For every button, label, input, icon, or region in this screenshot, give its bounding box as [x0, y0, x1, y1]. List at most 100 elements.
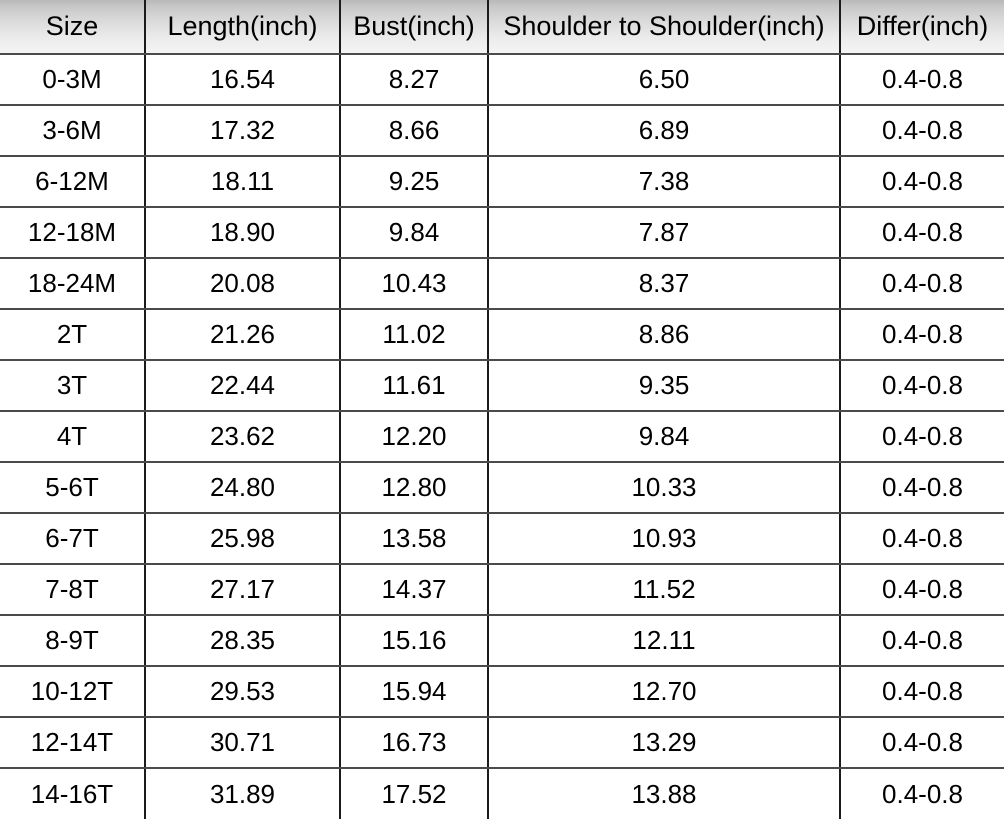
cell-length: 22.44 [145, 360, 341, 412]
cell-shoulder: 6.50 [488, 54, 841, 106]
cell-length: 18.11 [145, 156, 341, 208]
cell-length: 27.17 [145, 564, 341, 616]
table-header-row: Size Length(inch) Bust(inch) Shoulder to… [0, 0, 1004, 55]
cell-shoulder: 12.70 [488, 666, 841, 718]
cell-length: 21.26 [145, 309, 341, 361]
cell-length: 24.80 [145, 462, 341, 514]
cell-differ: 0.4-0.8 [840, 666, 1004, 718]
cell-bust: 11.02 [340, 309, 489, 361]
cell-shoulder: 6.89 [488, 105, 841, 157]
cell-size: 12-18M [0, 207, 146, 259]
table-row: 18-24M 20.08 10.43 8.37 0.4-0.8 [0, 258, 1004, 310]
cell-length: 29.53 [145, 666, 341, 718]
cell-bust: 12.80 [340, 462, 489, 514]
cell-length: 20.08 [145, 258, 341, 310]
table-row: 12-18M 18.90 9.84 7.87 0.4-0.8 [0, 207, 1004, 259]
cell-size: 14-16T [0, 768, 146, 819]
cell-differ: 0.4-0.8 [840, 54, 1004, 106]
cell-shoulder: 11.52 [488, 564, 841, 616]
cell-shoulder: 13.88 [488, 768, 841, 819]
cell-differ: 0.4-0.8 [840, 768, 1004, 819]
table-row: 6-12M 18.11 9.25 7.38 0.4-0.8 [0, 156, 1004, 208]
cell-size: 7-8T [0, 564, 146, 616]
cell-shoulder: 9.35 [488, 360, 841, 412]
cell-bust: 16.73 [340, 717, 489, 769]
cell-differ: 0.4-0.8 [840, 717, 1004, 769]
cell-shoulder: 12.11 [488, 615, 841, 667]
cell-length: 30.71 [145, 717, 341, 769]
table-row: 10-12T 29.53 15.94 12.70 0.4-0.8 [0, 666, 1004, 718]
cell-length: 18.90 [145, 207, 341, 259]
cell-size: 8-9T [0, 615, 146, 667]
table-row: 8-9T 28.35 15.16 12.11 0.4-0.8 [0, 615, 1004, 667]
table-row: 6-7T 25.98 13.58 10.93 0.4-0.8 [0, 513, 1004, 565]
table-row: 2T 21.26 11.02 8.86 0.4-0.8 [0, 309, 1004, 361]
column-header-differ: Differ(inch) [840, 0, 1004, 55]
cell-differ: 0.4-0.8 [840, 411, 1004, 463]
cell-size: 2T [0, 309, 146, 361]
column-header-length: Length(inch) [145, 0, 341, 55]
cell-bust: 17.52 [340, 768, 489, 819]
table-row: 0-3M 16.54 8.27 6.50 0.4-0.8 [0, 54, 1004, 106]
cell-size: 3T [0, 360, 146, 412]
table-row: 5-6T 24.80 12.80 10.33 0.4-0.8 [0, 462, 1004, 514]
cell-differ: 0.4-0.8 [840, 258, 1004, 310]
cell-bust: 8.27 [340, 54, 489, 106]
cell-bust: 13.58 [340, 513, 489, 565]
table-row: 3-6M 17.32 8.66 6.89 0.4-0.8 [0, 105, 1004, 157]
cell-length: 28.35 [145, 615, 341, 667]
cell-differ: 0.4-0.8 [840, 207, 1004, 259]
cell-differ: 0.4-0.8 [840, 309, 1004, 361]
column-header-bust: Bust(inch) [340, 0, 489, 55]
cell-size: 4T [0, 411, 146, 463]
cell-shoulder: 10.33 [488, 462, 841, 514]
cell-differ: 0.4-0.8 [840, 462, 1004, 514]
table-row: 3T 22.44 11.61 9.35 0.4-0.8 [0, 360, 1004, 412]
cell-size: 3-6M [0, 105, 146, 157]
cell-differ: 0.4-0.8 [840, 156, 1004, 208]
cell-length: 25.98 [145, 513, 341, 565]
cell-shoulder: 8.37 [488, 258, 841, 310]
cell-size: 18-24M [0, 258, 146, 310]
cell-length: 31.89 [145, 768, 341, 819]
cell-differ: 0.4-0.8 [840, 513, 1004, 565]
table-row: 7-8T 27.17 14.37 11.52 0.4-0.8 [0, 564, 1004, 616]
cell-shoulder: 8.86 [488, 309, 841, 361]
cell-size: 6-7T [0, 513, 146, 565]
cell-bust: 12.20 [340, 411, 489, 463]
cell-bust: 15.94 [340, 666, 489, 718]
table-row: 14-16T 31.89 17.52 13.88 0.4-0.8 [0, 768, 1004, 819]
cell-bust: 9.25 [340, 156, 489, 208]
cell-size: 12-14T [0, 717, 146, 769]
table-header: Size Length(inch) Bust(inch) Shoulder to… [0, 0, 1004, 55]
cell-length: 17.32 [145, 105, 341, 157]
cell-differ: 0.4-0.8 [840, 615, 1004, 667]
cell-bust: 14.37 [340, 564, 489, 616]
cell-bust: 10.43 [340, 258, 489, 310]
cell-length: 23.62 [145, 411, 341, 463]
cell-differ: 0.4-0.8 [840, 360, 1004, 412]
cell-shoulder: 10.93 [488, 513, 841, 565]
cell-size: 10-12T [0, 666, 146, 718]
cell-shoulder: 13.29 [488, 717, 841, 769]
cell-shoulder: 7.38 [488, 156, 841, 208]
cell-length: 16.54 [145, 54, 341, 106]
cell-size: 6-12M [0, 156, 146, 208]
cell-bust: 9.84 [340, 207, 489, 259]
table-row: 12-14T 30.71 16.73 13.29 0.4-0.8 [0, 717, 1004, 769]
table-row: 4T 23.62 12.20 9.84 0.4-0.8 [0, 411, 1004, 463]
cell-shoulder: 9.84 [488, 411, 841, 463]
cell-bust: 8.66 [340, 105, 489, 157]
cell-bust: 11.61 [340, 360, 489, 412]
column-header-size: Size [0, 0, 146, 55]
cell-bust: 15.16 [340, 615, 489, 667]
cell-size: 0-3M [0, 54, 146, 106]
cell-size: 5-6T [0, 462, 146, 514]
cell-shoulder: 7.87 [488, 207, 841, 259]
cell-differ: 0.4-0.8 [840, 564, 1004, 616]
cell-differ: 0.4-0.8 [840, 105, 1004, 157]
table-body: 0-3M 16.54 8.27 6.50 0.4-0.8 3-6M 17.32 8.66 6.8… [0, 54, 1004, 819]
column-header-shoulder-to-shoulder: Shoulder to Shoulder(inch) [488, 0, 841, 55]
